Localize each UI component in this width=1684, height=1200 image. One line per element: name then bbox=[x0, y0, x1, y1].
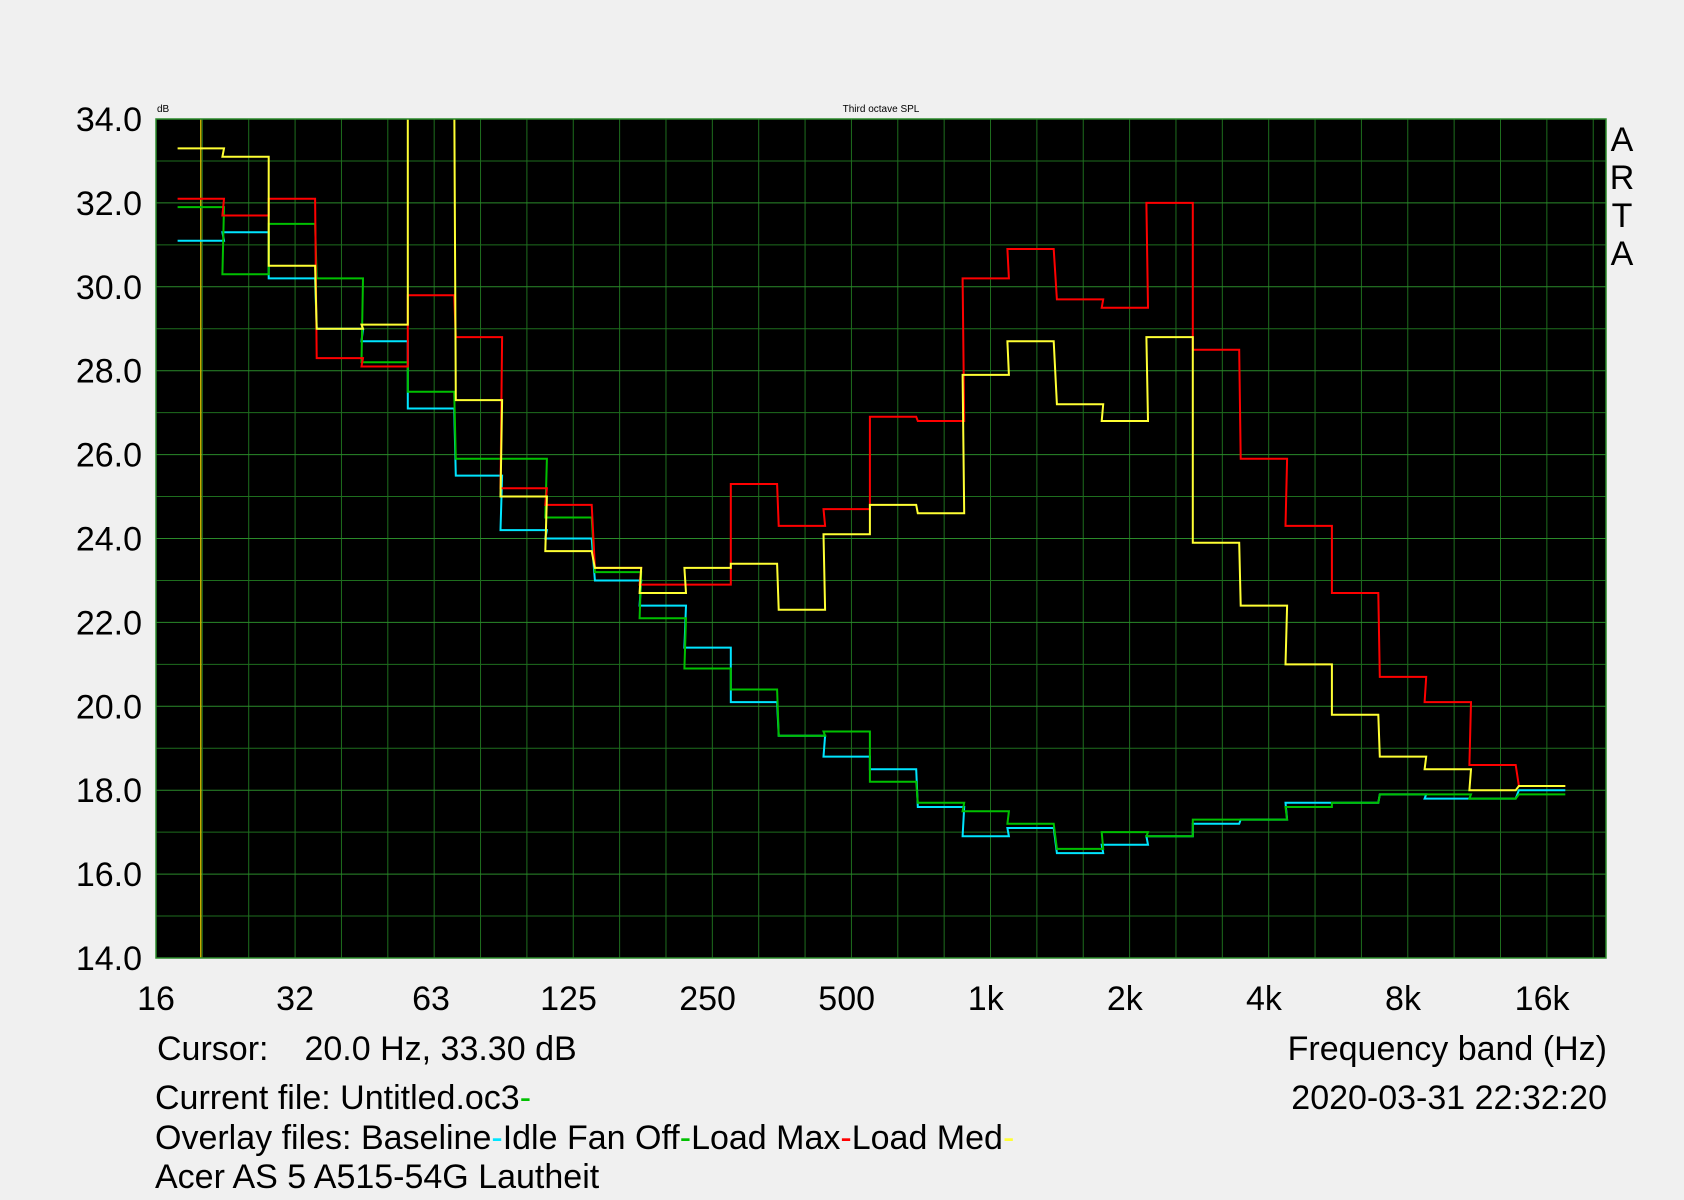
y-tick-label: 34.0 bbox=[76, 101, 142, 139]
current-file-label: Current file: Untitled.oc3 bbox=[155, 1079, 520, 1117]
datetime: 2020-03-31 22:32:20 bbox=[1291, 1079, 1607, 1117]
x-axis-label: Frequency band (Hz) bbox=[1287, 1030, 1607, 1068]
overlay-marker-idle-fan-off: - bbox=[679, 1119, 692, 1157]
x-tick-label: 250 bbox=[679, 980, 736, 1018]
y-tick-label: 14.0 bbox=[76, 940, 142, 978]
x-tick-label: 4k bbox=[1246, 980, 1283, 1018]
x-tick-label: 63 bbox=[412, 980, 450, 1018]
overlay-prefix: Overlay files: bbox=[155, 1119, 361, 1157]
overlay-name-load-max: Load Max bbox=[691, 1119, 841, 1157]
y-tick-label: 22.0 bbox=[76, 604, 142, 642]
current-file: Current file: Untitled.oc3- bbox=[155, 1079, 531, 1118]
description: Acer AS 5 A515-54G Lautheit bbox=[155, 1158, 600, 1196]
cursor-value: 20.0 Hz, 33.30 dB bbox=[304, 1030, 577, 1068]
overlay-name-idle-fan-off: Idle Fan Off bbox=[502, 1119, 680, 1157]
y-tick-label: 16.0 bbox=[76, 856, 142, 894]
y-tick-label: 30.0 bbox=[76, 269, 142, 307]
y-unit-label: dB bbox=[157, 104, 170, 115]
overlay-name-load-med: Load Med bbox=[851, 1119, 1003, 1157]
overlay-files: Overlay files: Baseline-Idle Fan Off-Loa… bbox=[155, 1119, 1014, 1158]
y-tick-label: 28.0 bbox=[76, 353, 142, 391]
y-tick-label: 18.0 bbox=[76, 772, 142, 810]
x-tick-label: 8k bbox=[1385, 980, 1422, 1018]
x-tick-label: 125 bbox=[540, 980, 597, 1018]
y-tick-label: 24.0 bbox=[76, 521, 142, 559]
series-line-load-med bbox=[177, 119, 1566, 792]
overlay-marker-load-med: - bbox=[1002, 1119, 1015, 1157]
plot-border bbox=[155, 118, 1607, 959]
cursor-label: Cursor: bbox=[157, 1030, 269, 1068]
y-tick-label: 32.0 bbox=[76, 185, 142, 223]
x-tick-label: 1k bbox=[968, 980, 1005, 1018]
plot-area bbox=[155, 118, 1607, 959]
x-tick-label: 16 bbox=[137, 980, 175, 1018]
x-tick-label: 16k bbox=[1515, 980, 1571, 1018]
overlay-marker-baseline: - bbox=[491, 1119, 503, 1157]
series-line-idle-fan-off bbox=[177, 206, 1566, 850]
overlay-marker-load-max: - bbox=[840, 1119, 852, 1157]
chart-title: Third octave SPL bbox=[843, 104, 920, 115]
y-tick-label: 26.0 bbox=[76, 437, 142, 475]
current-file-marker: - bbox=[519, 1079, 532, 1117]
x-tick-label: 2k bbox=[1107, 980, 1144, 1018]
x-tick-label: 32 bbox=[276, 980, 314, 1018]
y-tick-label: 20.0 bbox=[76, 688, 142, 726]
overlay-name-baseline: Baseline bbox=[360, 1119, 492, 1157]
x-tick-label: 500 bbox=[818, 980, 875, 1018]
cursor-readout: Cursor: 20.0 Hz, 33.30 dB bbox=[157, 1030, 577, 1069]
